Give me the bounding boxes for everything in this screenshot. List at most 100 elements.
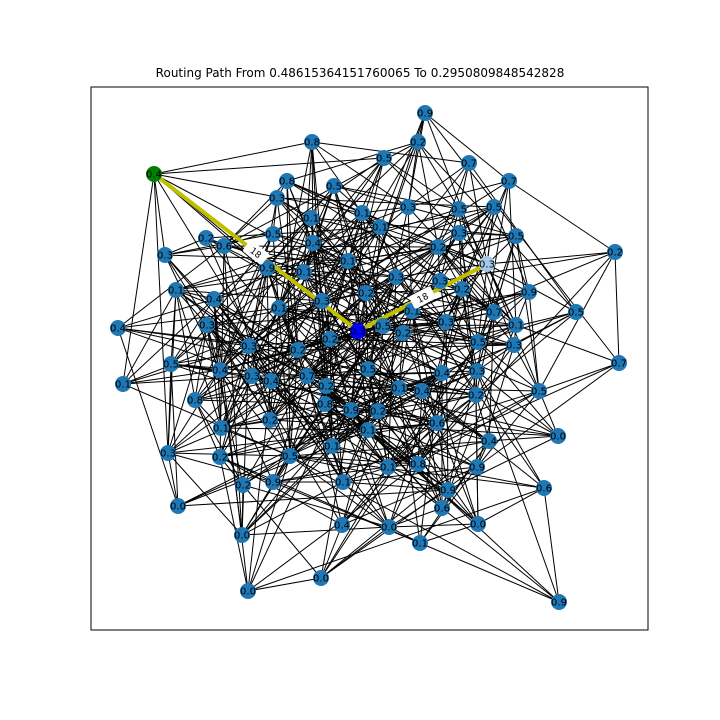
graph-edge xyxy=(477,341,559,437)
graph-edge xyxy=(278,307,423,392)
graph-edge xyxy=(342,481,449,491)
graph-node xyxy=(314,293,330,309)
figure-title: Routing Path From 0.48615364151760065 To… xyxy=(155,66,565,80)
graph-node xyxy=(259,260,275,276)
graph-node xyxy=(468,387,484,403)
graph-node xyxy=(199,317,215,333)
graph-node xyxy=(434,500,450,516)
graph-edge xyxy=(251,375,343,526)
graph-edge xyxy=(417,141,460,210)
graph-node xyxy=(157,247,173,263)
graph-edge xyxy=(441,372,559,437)
graph-edge xyxy=(206,310,413,326)
graph-edge xyxy=(407,206,413,312)
graph-node xyxy=(235,477,251,493)
graph-edge xyxy=(213,298,308,377)
graph-edge xyxy=(387,276,397,468)
graph-edge xyxy=(341,387,400,526)
node-label: 0.4 xyxy=(305,239,321,250)
node-label: 0.4 xyxy=(434,369,450,380)
graph-edge xyxy=(347,260,413,312)
graph-edge xyxy=(167,375,253,454)
graph-edge xyxy=(175,289,323,302)
graph-node xyxy=(568,304,584,320)
graph-edge xyxy=(445,321,515,346)
axes-frame xyxy=(90,86,649,631)
node-label: 0.4 xyxy=(146,170,162,181)
graph-edge xyxy=(306,311,577,377)
node-label: 0.6 xyxy=(536,484,552,495)
graph-edge xyxy=(297,349,400,389)
graph-node xyxy=(380,459,396,475)
graph-node xyxy=(234,527,250,543)
graph-edge xyxy=(220,427,291,457)
graph-node xyxy=(486,199,502,215)
node-label: 0.5 xyxy=(360,365,376,376)
node-label: 0.5 xyxy=(265,230,281,241)
graph-edge xyxy=(153,141,313,175)
node-label: 0.1 xyxy=(340,257,356,268)
graph-edge xyxy=(407,180,510,208)
graph-edge xyxy=(220,409,352,429)
graph-edge xyxy=(324,341,479,405)
graph-edge xyxy=(350,409,390,528)
graph-edge xyxy=(153,173,169,454)
node-label: 0.3 xyxy=(241,342,257,353)
graph-edge xyxy=(286,141,419,182)
graph-edge xyxy=(269,307,280,421)
graph-node xyxy=(451,225,467,241)
node-label: 0.1 xyxy=(360,426,376,437)
graph-edge xyxy=(266,267,397,278)
graph-edge xyxy=(289,260,349,457)
graph-edge xyxy=(219,369,274,483)
graph-edge xyxy=(206,324,222,429)
node-label: 0.1 xyxy=(303,214,319,225)
graph-node xyxy=(343,402,359,418)
graph-edge xyxy=(321,141,419,302)
graph-edge xyxy=(486,263,517,326)
node-label: 0.1 xyxy=(213,424,229,435)
path-edge-label: 18 xyxy=(409,286,436,309)
graph-edge xyxy=(477,206,495,343)
node-label: 0.5 xyxy=(326,182,342,193)
graph-edge xyxy=(347,206,495,262)
node-label: 0.5 xyxy=(531,387,547,398)
node-label: 0.1 xyxy=(335,478,351,489)
node-label: 0.9 xyxy=(551,598,567,609)
node-label: 0.5 xyxy=(376,154,392,165)
node-label: 0.6 xyxy=(429,419,445,430)
path-edge-label-box xyxy=(243,240,269,265)
node-label: 0.2 xyxy=(198,234,214,245)
graph-edge xyxy=(219,217,312,371)
graph-edge xyxy=(219,375,253,458)
graph-edge xyxy=(306,325,384,377)
graph-node xyxy=(304,134,320,150)
graph-edge xyxy=(247,463,419,592)
graph-edge xyxy=(241,409,352,536)
graph-node xyxy=(470,334,486,350)
node-label: 0.4 xyxy=(334,521,350,532)
graph-edge xyxy=(398,387,438,424)
graph-edge xyxy=(251,300,323,377)
graph-edge xyxy=(365,235,517,294)
node-label: 0.9 xyxy=(265,478,281,489)
node-label: 0.2 xyxy=(322,335,338,346)
graph-edge xyxy=(320,341,479,579)
node-label: 0.2 xyxy=(430,243,446,254)
graph-node xyxy=(440,482,456,498)
graph-edge xyxy=(194,399,326,405)
node-label: 0.1 xyxy=(168,286,184,297)
graph-edge xyxy=(241,445,333,536)
node-label: 0.8 xyxy=(187,396,203,407)
graph-edge xyxy=(614,251,620,364)
graph-edge xyxy=(476,370,560,603)
graph-node xyxy=(481,433,497,449)
graph-edge xyxy=(402,332,479,343)
graph-edge xyxy=(515,235,530,293)
graph-edge xyxy=(177,445,333,507)
node-labels-layer: 0.40.30.30.90.8 0.20.5 0.70.8 0.70.50.30.3 0… xyxy=(110,109,627,609)
graph-edge xyxy=(320,466,389,579)
graph-edge xyxy=(407,162,470,208)
graph-node xyxy=(313,570,329,586)
graph-edge xyxy=(476,362,620,468)
